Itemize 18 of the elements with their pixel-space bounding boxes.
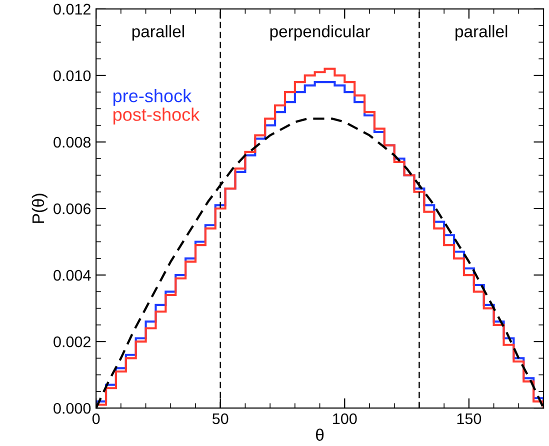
x-tick-label: 50 [212,413,228,424]
y-axis-title: P(θ) [32,194,48,223]
y-tick-label: 0.006 [54,203,91,214]
x-tick-label: 150 [457,413,482,424]
y-tick-label: 0.010 [54,70,91,82]
annotation: perpendicular [270,25,370,41]
x-axis-title: θ [316,428,324,441]
y-tick-label: 0.012 [54,4,90,15]
y-tick-label: 0.002 [54,336,90,348]
x-tick-label: 0 [92,413,100,424]
y-tick-label: 0.004 [54,270,91,281]
text: post-shock [113,108,200,125]
y-tick-label: 0.000 [54,402,91,414]
x-tick-label: 100 [333,413,357,424]
text: pre-shock [113,89,192,106]
y-tick-label: 0.008 [54,136,91,148]
annotation: parallel [456,25,508,41]
annotation: parallel [132,25,184,41]
